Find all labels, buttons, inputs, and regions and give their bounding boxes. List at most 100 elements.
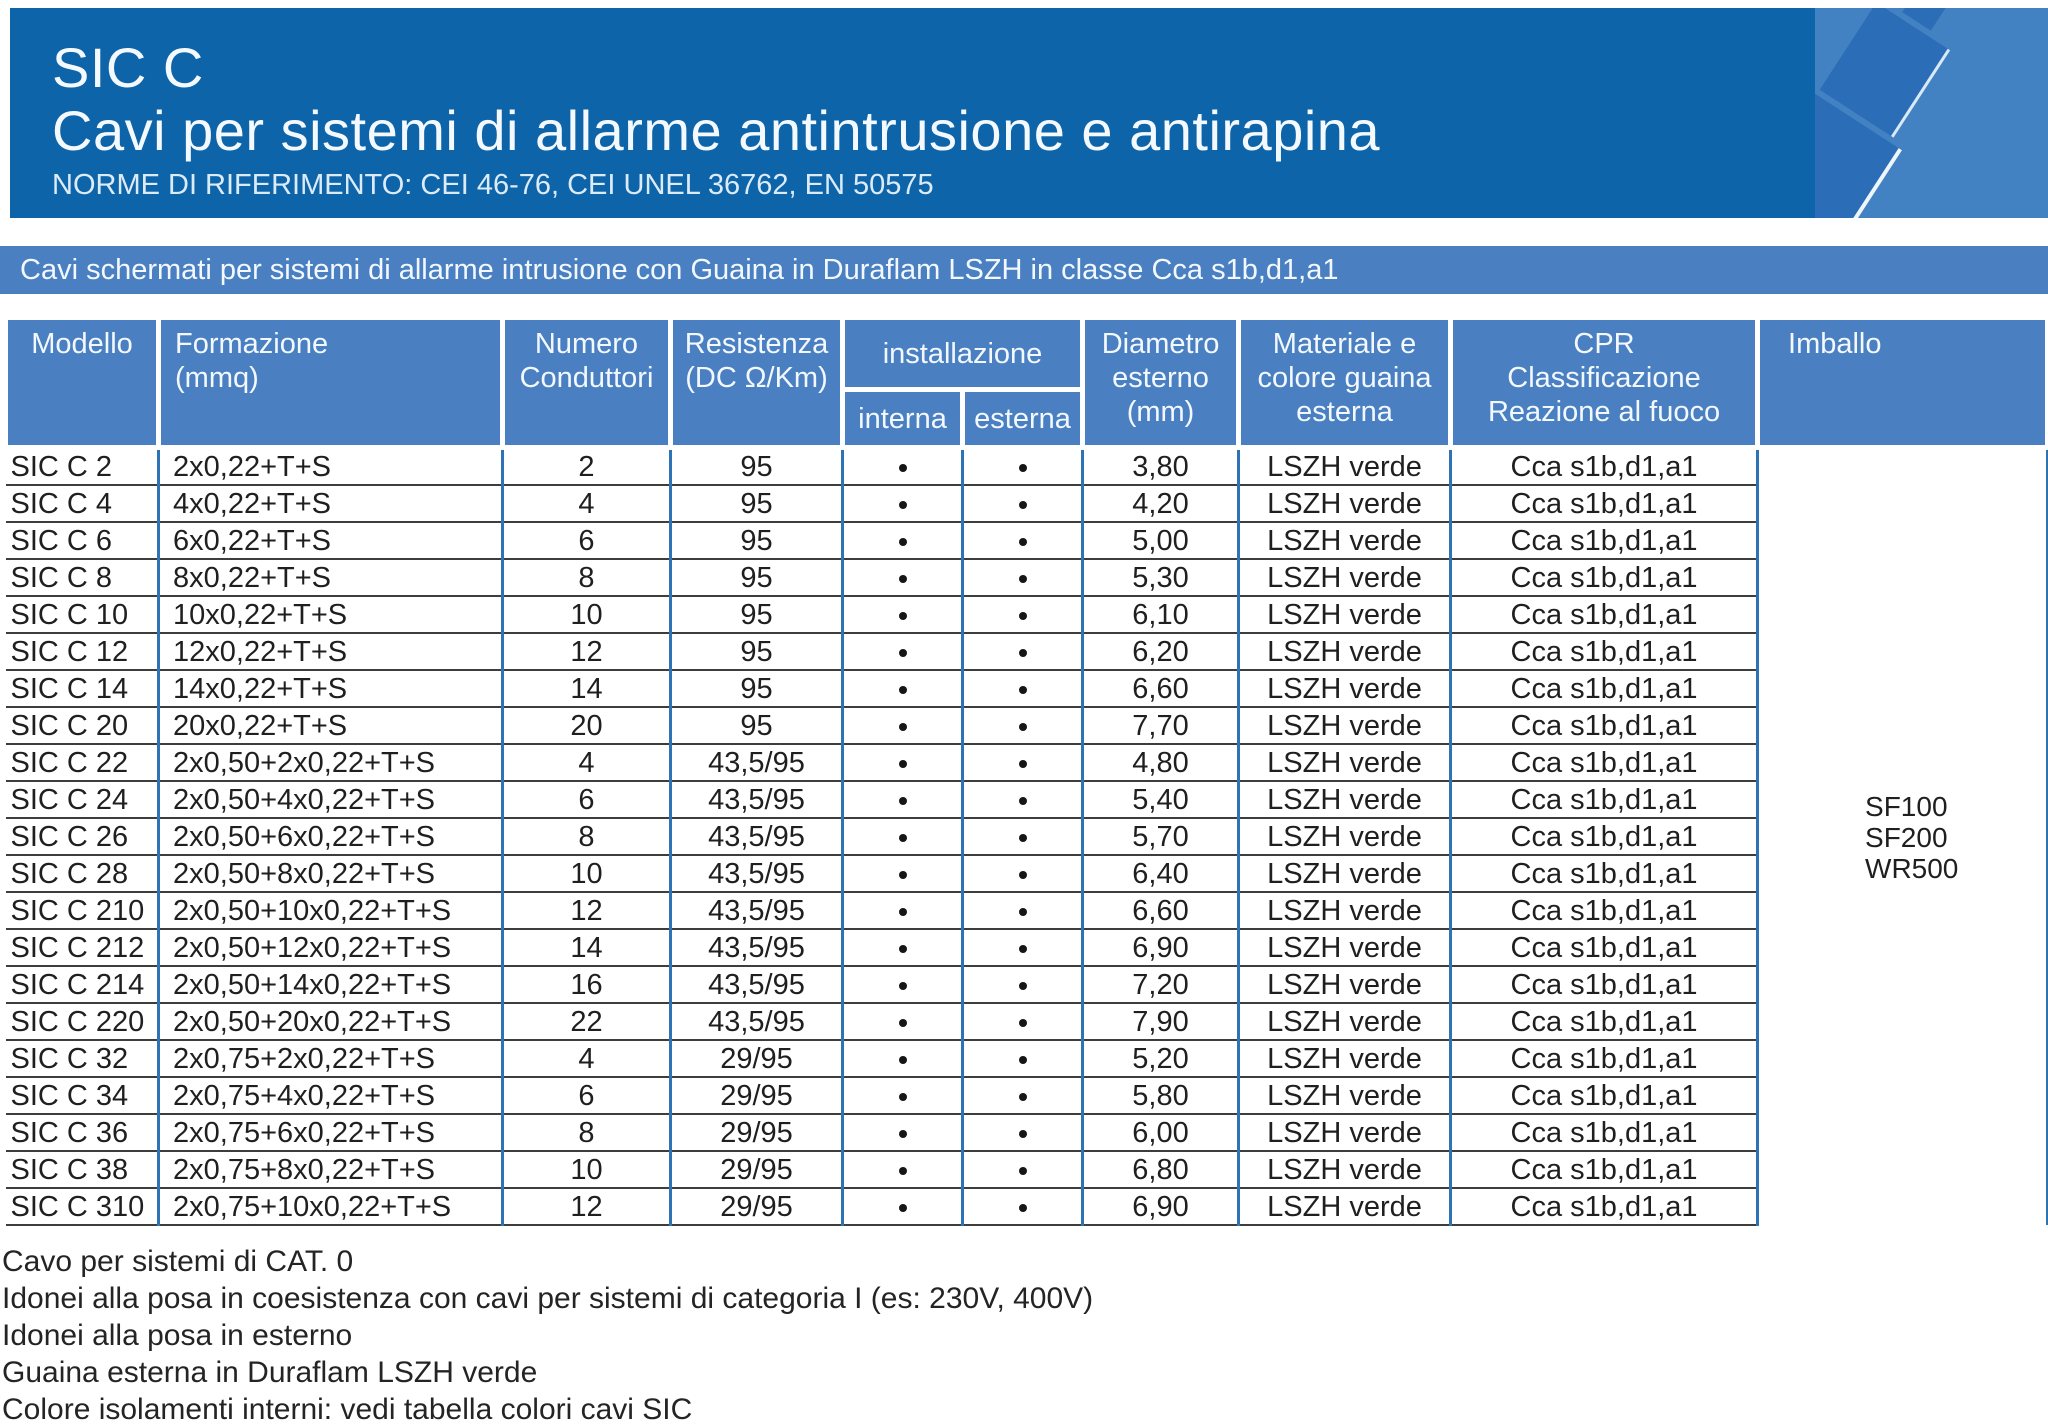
cell-installazione-interna <box>841 1040 963 1078</box>
installation-dot-icon <box>1018 1055 1027 1064</box>
cell-diametro: 5,40 <box>1081 781 1239 819</box>
installation-dot-icon <box>898 944 907 953</box>
table-row: SIC C 10 10x0,22+T+S 10 95 6,10 LSZH verde Cca… <box>5 596 2048 634</box>
cell-resistenza: 43,5/95 <box>669 744 843 782</box>
cell-installazione-interna <box>841 1114 963 1152</box>
cell-cpr: Cca s1b,d1,a1 <box>1449 892 1758 930</box>
installation-dot-icon <box>898 1166 907 1175</box>
cell-guaina: LSZH verde <box>1237 707 1451 745</box>
cell-cpr: Cca s1b,d1,a1 <box>1449 818 1758 856</box>
cell-numero-conduttori: 12 <box>501 892 671 930</box>
installation-dot-icon <box>898 833 907 842</box>
table-row: SIC C 24 2x0,50+4x0,22+T+S 6 43,5/95 5,40 LSZ… <box>5 781 2048 819</box>
cell-installazione-esterna <box>960 1114 1083 1152</box>
cell-formazione: 2x0,75+4x0,22+T+S <box>157 1077 503 1115</box>
cell-modello: SIC C 6 <box>5 522 159 560</box>
cell-modello: SIC C 212 <box>5 929 159 967</box>
note-line: Guaina esterna in Duraflam LSZH verde <box>2 1356 538 1389</box>
table-row: SIC C 8 8x0,22+T+S 8 95 5,30 LSZH verde Cca s1… <box>5 559 2048 597</box>
installation-dot-icon <box>898 1018 907 1027</box>
cell-cpr: Cca s1b,d1,a1 <box>1449 633 1758 671</box>
imballo-line: WR500 <box>1865 853 1959 884</box>
cell-installazione-esterna <box>960 781 1083 819</box>
imballo-line: SF100 <box>1865 791 1948 822</box>
cell-installazione-esterna <box>960 596 1083 634</box>
cable-logo-box <box>1815 8 2048 218</box>
cell-modello: SIC C 36 <box>5 1114 159 1152</box>
installation-dot-icon <box>898 648 907 657</box>
cell-modello: SIC C 20 <box>5 707 159 745</box>
cell-guaina: LSZH verde <box>1237 670 1451 708</box>
cell-modello: SIC C 220 <box>5 1003 159 1041</box>
cell-installazione-interna <box>841 522 963 560</box>
cell-guaina: LSZH verde <box>1237 633 1451 671</box>
table-row: SIC C 212 2x0,50+12x0,22+T+S 14 43,5/95 6,90… <box>5 929 2048 967</box>
cell-resistenza: 95 <box>669 707 843 745</box>
installation-dot-icon <box>898 611 907 620</box>
table-row: SIC C 22 2x0,50+2x0,22+T+S 4 43,5/95 4,80 LSZ… <box>5 744 2048 782</box>
cell-diametro: 6,00 <box>1081 1114 1239 1152</box>
cell-resistenza: 43,5/95 <box>669 855 843 893</box>
cell-numero-conduttori: 10 <box>501 596 671 634</box>
installation-dot-icon <box>1018 759 1027 768</box>
installation-dot-icon <box>898 537 907 546</box>
cell-installazione-interna <box>841 633 963 671</box>
col-header-modello: Modello <box>3 315 161 450</box>
table-row: SIC C 28 2x0,50+8x0,22+T+S 10 43,5/95 6,40 LS… <box>5 855 2048 893</box>
cell-installazione-esterna <box>960 1077 1083 1115</box>
category-banner: Cavi schermati per sistemi di allarme in… <box>0 246 2048 294</box>
cell-installazione-interna <box>841 1003 963 1041</box>
cell-guaina: LSZH verde <box>1237 781 1451 819</box>
cell-resistenza: 95 <box>669 559 843 597</box>
cell-numero-conduttori: 14 <box>501 670 671 708</box>
installation-dot-icon <box>898 907 907 916</box>
installation-dot-icon <box>898 981 907 990</box>
cell-guaina: LSZH verde <box>1237 1040 1451 1078</box>
cell-diametro: 5,70 <box>1081 818 1239 856</box>
cell-installazione-interna <box>841 707 963 745</box>
cell-diametro: 7,20 <box>1081 966 1239 1004</box>
cell-guaina: LSZH verde <box>1237 1151 1451 1189</box>
cell-resistenza: 29/95 <box>669 1188 843 1226</box>
installation-dot-icon <box>1018 833 1027 842</box>
installation-dot-icon <box>1018 1129 1027 1138</box>
cell-installazione-interna <box>841 1077 963 1115</box>
installation-dot-icon <box>898 1092 907 1101</box>
cell-installazione-interna <box>841 1188 963 1226</box>
cell-numero-conduttori: 4 <box>501 1040 671 1078</box>
cell-numero-conduttori: 2 <box>501 447 671 486</box>
cell-guaina: LSZH verde <box>1237 1114 1451 1152</box>
table-row: SIC C 20 20x0,22+T+S 20 95 7,70 LSZH verde Cca… <box>5 707 2048 745</box>
cell-formazione: 2x0,75+6x0,22+T+S <box>157 1114 503 1152</box>
cell-resistenza: 43,5/95 <box>669 929 843 967</box>
cell-guaina: LSZH verde <box>1237 485 1451 523</box>
cell-diametro: 7,90 <box>1081 1003 1239 1041</box>
cell-modello: SIC C 28 <box>5 855 159 893</box>
cell-resistenza: 29/95 <box>669 1040 843 1078</box>
cell-diametro: 6,90 <box>1081 929 1239 967</box>
cell-installazione-esterna <box>960 929 1083 967</box>
cell-cpr: Cca s1b,d1,a1 <box>1449 855 1758 893</box>
cell-cpr: Cca s1b,d1,a1 <box>1449 485 1758 523</box>
cell-cpr: Cca s1b,d1,a1 <box>1449 1114 1758 1152</box>
col-header-imballo: Imballo <box>1755 315 2048 450</box>
cell-cpr: Cca s1b,d1,a1 <box>1449 744 1758 782</box>
cell-diametro: 7,70 <box>1081 707 1239 745</box>
cell-installazione-esterna <box>960 522 1083 560</box>
cell-guaina: LSZH verde <box>1237 818 1451 856</box>
cell-diametro: 5,80 <box>1081 1077 1239 1115</box>
installation-dot-icon <box>1018 796 1027 805</box>
cell-cpr: Cca s1b,d1,a1 <box>1449 1040 1758 1078</box>
cell-diametro: 4,80 <box>1081 744 1239 782</box>
cell-resistenza: 29/95 <box>669 1114 843 1152</box>
table-row: SIC C 34 2x0,75+4x0,22+T+S 6 29/95 5,80 LSZH … <box>5 1077 2048 1115</box>
reference-norms: NORME DI RIFERIMENTO: CEI 46-76, CEI UNE… <box>52 169 934 201</box>
col-header-resistenza: Resistenza (DC Ω/Km) <box>668 315 845 450</box>
note-line: Idonei alla posa in coesistenza con cavi… <box>2 1282 1094 1315</box>
cell-modello: SIC C 210 <box>5 892 159 930</box>
cell-modello: SIC C 12 <box>5 633 159 671</box>
cell-diametro: 6,40 <box>1081 855 1239 893</box>
cell-numero-conduttori: 4 <box>501 744 671 782</box>
cell-resistenza: 43,5/95 <box>669 818 843 856</box>
product-code: SIC C <box>52 36 204 99</box>
